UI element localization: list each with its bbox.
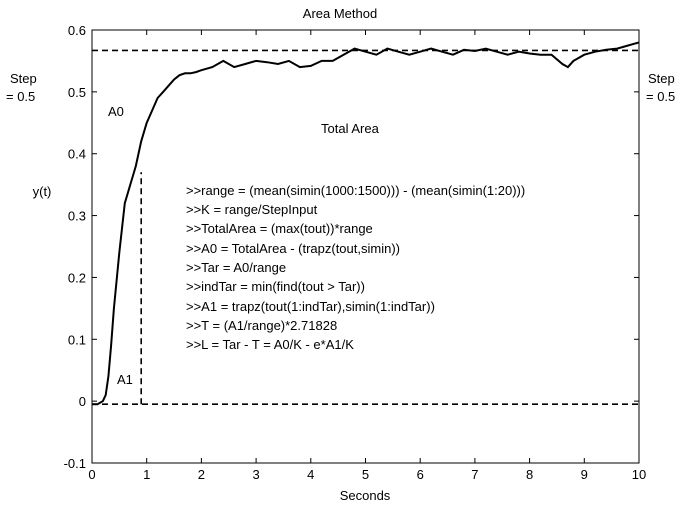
x-tick-label: 1 [143,467,150,482]
x-axis-label: Seconds [340,488,391,503]
x-tick-label: 0 [88,467,95,482]
x-tick-label: 10 [632,467,646,482]
chart-title: Area Method [303,6,377,21]
code-line: >>A0 = TotalArea - (trapz(tout,simin)) [186,241,400,256]
response-curve [92,41,640,406]
x-tick-label: 2 [198,467,205,482]
code-line: >>A1 = trapz(tout(1:indTar),simin(1:indT… [186,299,435,314]
y-tick-label: 0.6 [68,23,86,38]
y-tick-label: 0 [79,394,86,409]
code-line: >>Tar = A0/range [186,260,286,275]
y-axis-label: y(t) [33,184,52,199]
x-tick-label: 4 [307,467,314,482]
y-tick-label: 0.5 [68,85,86,100]
code-line: >>range = (mean(simin(1000:1500))) - (me… [186,183,525,198]
x-tick-label: 7 [471,467,478,482]
y-tick-label: 0.2 [68,270,86,285]
matlab-code-block: >>range = (mean(simin(1000:1500))) - (me… [186,183,525,352]
left-step-label: Step [10,71,37,86]
x-tick-label: 5 [362,467,369,482]
total-area-label: Total Area [321,121,380,136]
x-tick-label: 6 [417,467,424,482]
a0-label: A0 [108,104,124,119]
y-tick-label: -0.1 [64,456,86,471]
ticks-layer: 0 1 2 3 4 5 6 7 8 9 10-0.100.10.20.30.40.50.6 [64,23,647,482]
y-tick-label: 0.4 [68,147,86,162]
a1-label: A1 [117,372,133,387]
x-tick-label: 3 [252,467,259,482]
code-line: >>L = Tar - T = A0/K - e*A1/K [186,337,354,352]
y-tick-label: 0.3 [68,209,86,224]
code-line: >>K = range/StepInput [186,202,318,217]
code-line: >>indTar = min(find(tout > Tar)) [186,279,365,294]
right-step-label: Step [648,71,675,86]
code-line: >>TotalArea = (max(tout))*range [186,221,373,236]
code-line: >>T = (A1/range)*2.71828 [186,318,337,333]
right-step-value: = 0.5 [646,89,675,104]
x-tick-label: 9 [581,467,588,482]
series-layer [92,41,640,406]
left-step-value: = 0.5 [6,89,35,104]
x-tick-label: 8 [526,467,533,482]
y-tick-label: 0.1 [68,332,86,347]
